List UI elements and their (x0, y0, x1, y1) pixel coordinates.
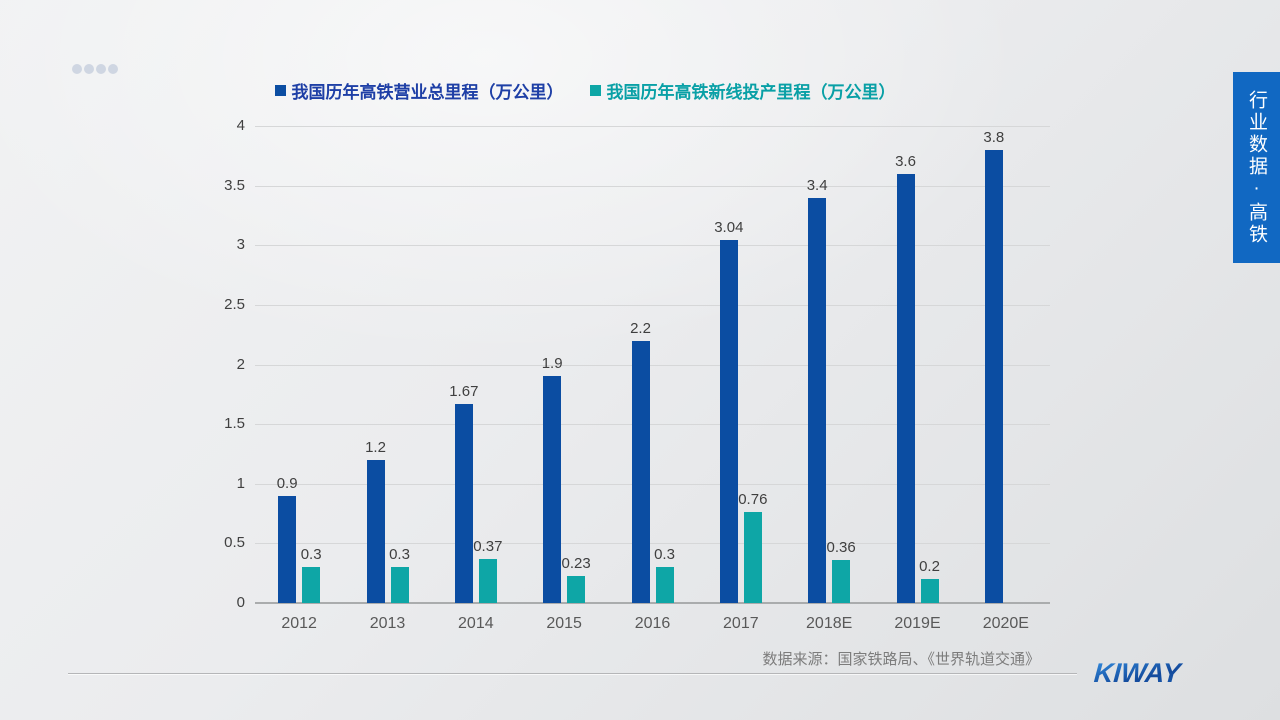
legend-label-new-line: 我国历年高铁新线投产里程（万公里） (606, 83, 896, 102)
bar-total-2017 (719, 240, 738, 603)
bar-label-total-2020E: 3.8 (983, 128, 1005, 146)
slide-nav-dots (72, 64, 118, 74)
bar-label-total-2012: 0.9 (276, 474, 298, 492)
legend-swatch-total (274, 85, 286, 96)
bar-total-2013 (366, 459, 385, 603)
legend-item-new-line: 我国历年高铁新线投产里程（万公里） (589, 78, 896, 103)
bar-new-line-2018E (832, 560, 851, 603)
data-source-text: 数据来源：国家铁路局、《世界轨道交通》 (762, 651, 1040, 668)
gridline-y-3.5 (255, 185, 1050, 187)
x-label-2019E: 2019E (894, 615, 941, 632)
bar-new-line-2014 (478, 558, 497, 603)
gridline-y-3 (255, 245, 1050, 247)
gridline-y-1.5 (255, 424, 1050, 426)
bar-label-new-line-2015: 0.23 (561, 554, 591, 572)
y-tick-0.5: 0.5 (224, 534, 245, 552)
bar-label-new-line-2013: 0.3 (389, 546, 410, 564)
y-tick-2: 2 (236, 355, 245, 373)
kiway-logo: KIWAY (1093, 658, 1205, 689)
dot-icon (108, 64, 118, 74)
x-label-2017: 2017 (723, 615, 759, 632)
x-label-2013: 2013 (369, 615, 406, 632)
x-label-2018E: 2018E (806, 615, 853, 632)
side-banner: 行业数据·高铁 (1233, 72, 1280, 263)
legend-swatch-new-line (589, 85, 601, 96)
bar-label-total-2016: 2.2 (630, 319, 651, 337)
bar-label-new-line-2016: 0.3 (654, 546, 675, 564)
dot-icon (96, 64, 106, 74)
bar-total-2014 (454, 403, 473, 603)
bar-label-total-2017: 3.04 (714, 219, 744, 237)
gridline-y-2 (255, 364, 1050, 366)
bar-label-new-line-2017: 0.76 (738, 491, 768, 509)
x-label-2014: 2014 (458, 615, 494, 632)
gridline-y-1 (255, 483, 1050, 485)
bar-new-line-2015 (567, 575, 586, 603)
bar-label-new-line-2012: 0.3 (300, 546, 322, 564)
legend-item-total: 我国历年高铁营业总里程（万公里） (274, 78, 564, 103)
bar-new-line-2016 (655, 567, 674, 603)
x-label-2012: 2012 (281, 615, 317, 632)
y-tick-1: 1 (236, 474, 245, 492)
bar-total-2016 (631, 340, 650, 603)
bar-label-new-line-2019E: 0.2 (919, 558, 940, 576)
bar-new-line-2017 (743, 512, 762, 603)
y-tick-1.5: 1.5 (224, 415, 245, 433)
y-tick-4: 4 (236, 117, 245, 134)
bar-chart-plot-area: 0.9 0.3 2012 1.2 0.3 2013 1.67 0.37 2014 1.9 0.23 2… (255, 126, 1050, 632)
dot-icon (72, 64, 82, 74)
bar-new-line-2012 (302, 567, 321, 603)
bar-label-total-2014: 1.67 (449, 382, 479, 400)
bar-label-new-line-2014: 0.37 (473, 537, 503, 555)
bar-label-new-line-2018E: 0.36 (826, 539, 856, 557)
x-label-2020E: 2020E (982, 615, 1029, 632)
bar-label-total-2013: 1.2 (365, 438, 386, 456)
bar-total-2018E (808, 197, 827, 603)
y-tick-0: 0 (236, 594, 245, 611)
y-tick-3.5: 3.5 (224, 176, 245, 194)
bar-label-total-2018E: 3.4 (806, 176, 828, 194)
y-tick-2.5: 2.5 (224, 295, 245, 313)
bar-total-2019E (896, 173, 915, 603)
chart-legend: 我国历年高铁营业总里程（万公里） 我国历年高铁新线投产里程（万公里） (0, 78, 1170, 103)
bar-label-total-2015: 1.9 (541, 355, 563, 373)
bar-new-line-2013 (390, 567, 409, 603)
footer-divider (68, 673, 1077, 674)
bar-new-line-2019E (920, 579, 939, 603)
gridline-y-0.5 (255, 543, 1050, 545)
bar-total-2015 (543, 376, 562, 603)
gridline-y-4 (255, 126, 1050, 127)
bar-total-2020E (984, 149, 1003, 603)
y-tick-3: 3 (236, 236, 245, 254)
legend-label-total: 我国历年高铁营业总里程（万公里） (291, 83, 564, 102)
x-label-2015: 2015 (546, 615, 582, 632)
dot-icon (84, 64, 94, 74)
bar-label-total-2019E: 3.6 (895, 152, 916, 170)
gridline-y-2.5 (255, 304, 1050, 306)
bar-total-2012 (278, 495, 297, 603)
x-label-2016: 2016 (634, 615, 671, 632)
gridline-y-0 (255, 602, 1050, 604)
